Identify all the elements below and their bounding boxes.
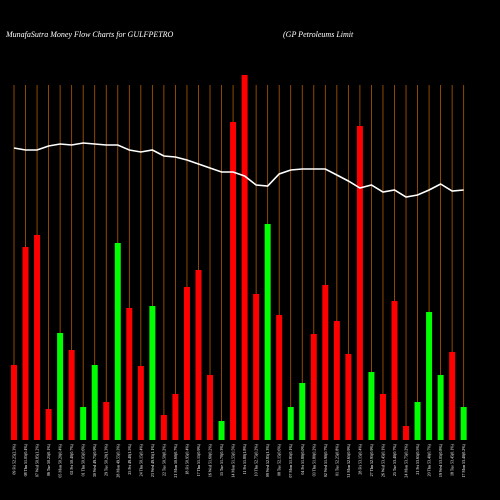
x-tick-label: 11 Fri 51.80(1.8%) [242, 443, 247, 474]
x-tick-label: 17 Mon 53.40(0.2%) [461, 443, 466, 477]
x-tick-label: 04 Fri 51.80(0.0%) [300, 443, 305, 474]
x-tick-label: 17 Thu 51.15(0.9%) [196, 443, 201, 476]
x-tick-label: 30 Wed 49.75(0.9%) [92, 443, 97, 477]
x-tick-label: 14 Mon 51.55(0.5%) [231, 443, 236, 477]
bar [34, 235, 41, 440]
bar [345, 354, 352, 440]
bar [172, 394, 179, 440]
bar [241, 75, 248, 440]
bar [310, 334, 317, 440]
bar [195, 270, 202, 440]
x-tick-label: 06 Tue 50.25(0.1%) [46, 443, 51, 476]
bar [287, 407, 294, 440]
x-tick-label: 09 Wed 52.85(1.3%) [265, 443, 270, 477]
x-tick-label: 05 Mon 50.20(0.4%) [58, 443, 63, 477]
bar [414, 402, 421, 440]
bar [368, 372, 375, 440]
bar [22, 247, 29, 440]
x-tick-label: 08 Thu 51.05(0.4%) [23, 443, 28, 476]
x-tick-label: 20 Thu 53.40(0.7%) [427, 443, 432, 476]
bar [149, 306, 156, 440]
x-tick-label: 01 Thu 50.05(0.6%) [81, 443, 86, 476]
x-tick-label: 03 Thu 51.80(0.2%) [311, 443, 316, 476]
x-tick-label: 19 Wed 53.05(0.8%) [438, 443, 443, 477]
bar [45, 409, 52, 440]
x-tick-label: 02 Wed 51.90(0.7%) [323, 443, 328, 477]
x-tick-label: 02 Fri 50.40(0.7%) [69, 443, 74, 474]
x-tick-label: 23 Wed 49.95(1.1%) [150, 443, 155, 477]
bar [426, 312, 433, 440]
bar [253, 294, 260, 440]
x-tick-label: 22 Tue 50.50(0.2%) [161, 443, 166, 476]
bar [437, 375, 444, 440]
bar [391, 301, 398, 440]
x-tick-label: 09 Fri 52.25(2.3%) [12, 443, 17, 474]
x-tick-label: 07 Mon 51.85(0.1%) [288, 443, 293, 477]
x-tick-label: 16 Wed 51.60(0.2%) [208, 443, 213, 477]
x-tick-label: 10 Thu 52.75(0.2%) [254, 443, 259, 476]
x-tick-label: 28 Fri 53.15(0.4%) [357, 443, 362, 474]
bar [299, 383, 306, 440]
x-tick-label: 15 Tue 51.70(0.3%) [219, 443, 224, 476]
bar [276, 315, 283, 440]
x-tick-label: 26 Wed 53.45(0.1%) [380, 443, 385, 477]
bar [80, 407, 87, 440]
bar [11, 365, 17, 440]
x-tick-label: 01 Tue 52.25(0.8%) [334, 443, 339, 476]
bar [57, 333, 64, 440]
x-tick-label: 25 Tue 53.40(0.7%) [392, 443, 397, 476]
bar [183, 287, 190, 440]
x-tick-label: 21 Mon 50.60(0.7%) [173, 443, 178, 477]
x-tick-label: 18 Tue 53.45(0.1%) [450, 443, 455, 476]
bar [379, 394, 386, 440]
x-tick-label: 21 Fri 53.65(0.5%) [415, 443, 420, 474]
bar [403, 426, 410, 440]
bar [68, 350, 75, 440]
x-tick-label: 31 Mon 52.65(0.9%) [346, 443, 351, 477]
x-tick-label: 07 Wed 50.85(1.2%) [35, 443, 40, 477]
x-tick-label: 18 Fri 50.95(0.4%) [184, 443, 189, 474]
bar [91, 365, 98, 440]
bar [333, 321, 340, 440]
bar [230, 122, 237, 440]
bar [264, 224, 271, 440]
x-tick-label: 29 Tue 50.20(1.3%) [104, 443, 109, 476]
bar [103, 402, 110, 440]
bar [460, 407, 467, 440]
bar [137, 366, 144, 440]
x-tick-label: 08 Tue 52.15(0.6%) [277, 443, 282, 476]
bar [356, 126, 363, 440]
chart-title: MunafaSutra Money Flow Charts for GULFPE… [5, 30, 174, 39]
chart-subtitle: (GP Petroleums Limit [283, 30, 354, 39]
bar [126, 308, 133, 440]
x-tick-label: 25 Fri 49.40(1.5%) [127, 443, 132, 474]
x-tick-label: 24 Mon 53.75(0.2%) [404, 443, 409, 477]
bar [207, 375, 214, 440]
money-flow-line [13, 142, 464, 198]
x-tick-label: 27 Thu 52.95(0.9%) [369, 443, 374, 476]
x-tick-label: 24 Thu 50.15(0.4%) [138, 443, 143, 476]
bar [160, 415, 167, 440]
bar [449, 352, 456, 440]
bar [114, 243, 121, 440]
bar [218, 421, 225, 440]
bar [322, 285, 329, 440]
x-tick-label: 28 Mon 49.55(0.3%) [115, 443, 120, 477]
